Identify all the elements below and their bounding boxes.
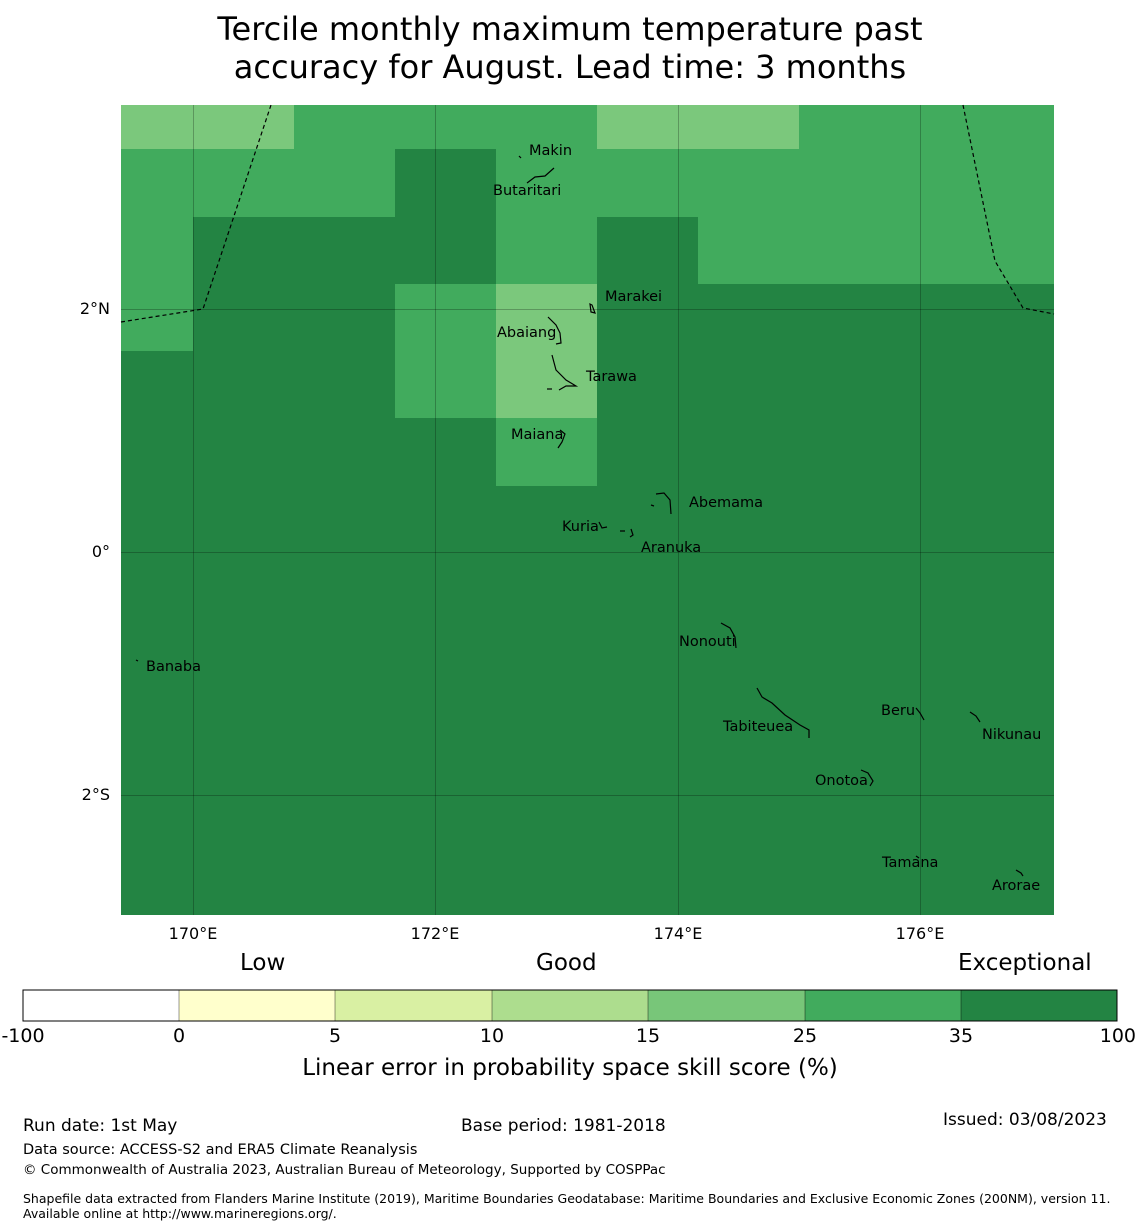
- place-label: Arorae: [992, 878, 1040, 894]
- place-label: Abemama: [689, 495, 763, 511]
- island-beru: [915, 707, 925, 721]
- place-labels: Makin Butaritari Marakei Abaiang Tarawa …: [146, 143, 1041, 894]
- category-label-good: Good: [536, 950, 597, 976]
- place-label: Tamana: [881, 855, 938, 871]
- eez-boundaries: [120, 104, 1055, 323]
- island-nonouti: [720, 622, 737, 649]
- run-date: Run date: 1st May: [23, 1116, 178, 1136]
- data-source: Data source: ACCESS-S2 and ERA5 Climate …: [23, 1142, 418, 1158]
- place-label: Nonouti: [679, 634, 736, 650]
- lon-label-174e: 174°E: [653, 924, 703, 943]
- grid-cell: [121, 149, 395, 217]
- place-label: Abaiang: [497, 325, 556, 341]
- grid-cell: [496, 418, 597, 486]
- island-abemama: [655, 492, 672, 515]
- grid-cell: [395, 284, 496, 418]
- place-label: Maiana: [511, 427, 563, 443]
- lon-label-172e: 172°E: [410, 924, 460, 943]
- island-butaritari: [526, 167, 555, 184]
- colorbar-frame: [22, 989, 1118, 1022]
- place-label: Onotoa: [815, 773, 868, 789]
- colorbar-segment: [961, 990, 1117, 1021]
- lat-label-0: 0°: [91, 542, 110, 561]
- island-abemama-2: [650, 504, 655, 507]
- place-label: Tabiteuea: [722, 719, 793, 735]
- graticule: [121, 105, 1054, 915]
- island-banaba: [135, 659, 139, 662]
- grid-cell: [496, 284, 597, 418]
- island-abaiang: [547, 316, 562, 345]
- island-tamana: [915, 855, 920, 859]
- colorbar-tick: 25: [792, 1025, 818, 1047]
- copyright: © Commonwealth of Australia 2023, Austra…: [23, 1162, 666, 1178]
- colorbar-tick: 10: [479, 1025, 505, 1047]
- lon-label-176e: 176°E: [895, 924, 945, 943]
- island-maiana: [557, 429, 566, 449]
- colorbar-segment: [23, 990, 179, 1021]
- island-aranuka: [620, 528, 634, 538]
- grid-cell: [799, 105, 1054, 149]
- shapefile-attribution: Shapefile data extracted from Flanders M…: [23, 1191, 1111, 1221]
- eez-boundary-east: [962, 104, 1055, 315]
- colorbar-tick: 35: [948, 1025, 974, 1047]
- colorbar-segment: [805, 990, 961, 1021]
- grid-cell: [496, 217, 597, 284]
- title-line-2: accuracy for August. Lead time: 3 months: [233, 48, 907, 86]
- skill-score-grid: [121, 105, 1054, 915]
- place-label: Beru: [881, 703, 915, 719]
- colorbar-tick: 5: [328, 1025, 342, 1047]
- place-label: Makin: [529, 143, 572, 159]
- island-arorae: [1015, 869, 1024, 877]
- lon-label-170e: 170°E: [168, 924, 218, 943]
- island-tarawa: [551, 354, 579, 391]
- colorbar-segment: [179, 990, 335, 1021]
- category-label-low: Low: [240, 950, 286, 976]
- island-marakei: [589, 302, 596, 314]
- eez-boundary-west: [120, 104, 272, 323]
- place-label: Nikunau: [982, 727, 1041, 743]
- colorbar-segment: [335, 990, 492, 1021]
- base-period: Base period: 1981-2018: [461, 1116, 666, 1136]
- category-label-exceptional: Exceptional: [958, 950, 1092, 976]
- lat-label-2n: 2°N: [79, 299, 110, 318]
- grid-cell: [121, 284, 193, 351]
- place-label: Kuria: [562, 519, 599, 535]
- place-label: Butaritari: [493, 183, 561, 199]
- place-label: Marakei: [605, 289, 662, 305]
- colorbar-tick: 15: [635, 1025, 661, 1047]
- place-label: Tarawa: [585, 369, 637, 385]
- grid-cell: [121, 217, 193, 284]
- place-label: Aranuka: [641, 540, 701, 556]
- island-nikunau: [969, 711, 981, 723]
- colorbar-segment: [648, 990, 805, 1021]
- colorbar-tick: -100: [1, 1025, 45, 1047]
- grid-cell: [121, 105, 294, 149]
- island-onotoa: [860, 769, 874, 787]
- colorbar-segment: [492, 990, 648, 1021]
- island-kuria: [598, 521, 608, 529]
- grid-cell: [698, 217, 1054, 284]
- grid-cell: [496, 149, 1054, 217]
- island-tabiteuea: [756, 687, 810, 738]
- colorbar-tick: 100: [1099, 1025, 1136, 1047]
- lat-label-2s: 2°S: [81, 785, 110, 804]
- colorbar: [22, 989, 1118, 1022]
- issued-date: Issued: 03/08/2023: [943, 1110, 1107, 1130]
- island-outlines: [135, 155, 1024, 877]
- colorbar-tick: 0: [172, 1025, 186, 1047]
- place-label: Banaba: [146, 659, 201, 675]
- chart-title: Tercile monthly maximum temperature past…: [0, 10, 1140, 86]
- grid-cell: [597, 105, 799, 149]
- title-line-1: Tercile monthly maximum temperature past: [217, 10, 923, 48]
- island-makin: [518, 155, 522, 159]
- grid-cell: [294, 105, 597, 149]
- colorbar-title: Linear error in probability space skill …: [302, 1055, 838, 1081]
